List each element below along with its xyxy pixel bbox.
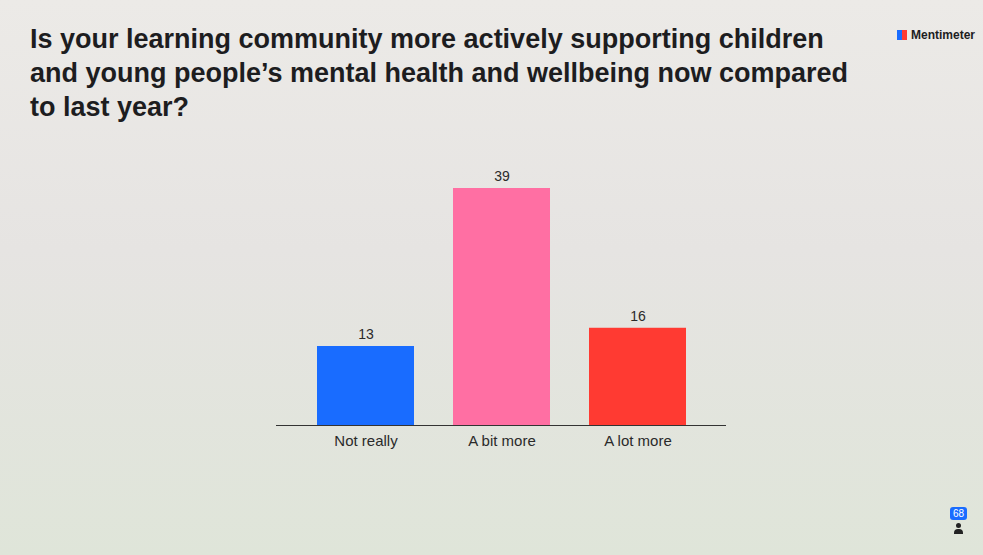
html-text:Is your learning community mor: Is your learning community more actively… <box>30 24 849 122</box>
svg-text:13: 13 <box>358 326 374 342</box>
html-text:68: 68 <box>952 508 964 519</box>
svg-text:Not really: Not really <box>334 432 398 449</box>
svg-text:A lot more: A lot more <box>604 432 672 449</box>
svg-text:39: 39 <box>494 168 510 184</box>
svg-text:A bit more: A bit more <box>468 432 536 449</box>
html-text:Mentimeter: Mentimeter <box>911 28 975 42</box>
svg-text:16: 16 <box>630 308 646 324</box>
